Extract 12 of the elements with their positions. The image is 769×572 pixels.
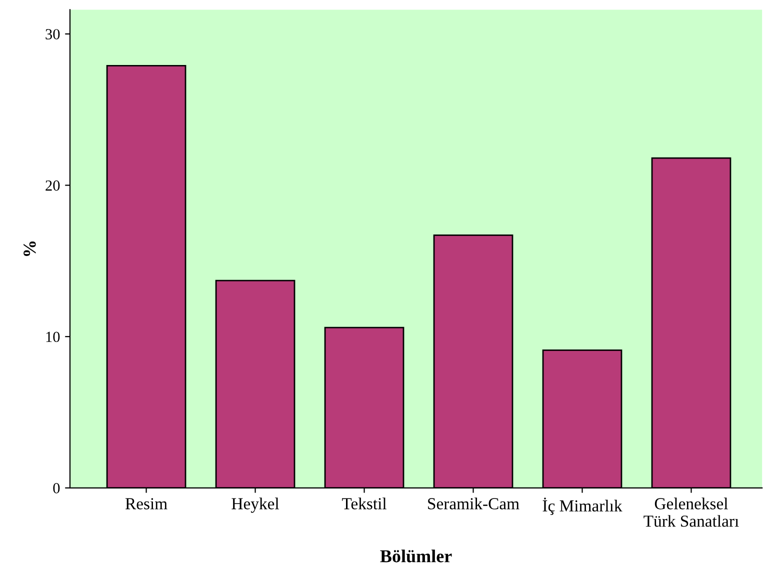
- x-tick-label: Tekstil: [342, 498, 386, 510]
- x-tick-label: Resim: [125, 498, 168, 510]
- y-axis-title: %: [24, 241, 36, 256]
- x-tick-label: Geleneksel Türk Sanatları: [644, 498, 739, 527]
- x-tick-label: İç Mimarlık: [542, 498, 622, 515]
- x-tick-label: Heykel: [232, 498, 279, 513]
- x-axis-title: Bölümler: [380, 550, 452, 562]
- y-tick-label: 30: [46, 29, 60, 40]
- y-tick-label: 0: [53, 483, 60, 494]
- y-tick-label: 20: [46, 180, 60, 191]
- y-tick-label: 10: [46, 332, 60, 342]
- x-tick-label: Seramik-Cam: [428, 498, 520, 510]
